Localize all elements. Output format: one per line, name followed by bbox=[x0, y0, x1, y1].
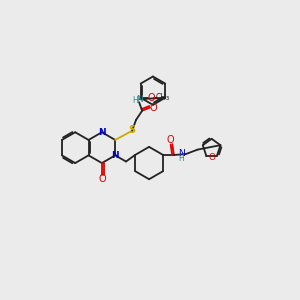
Text: H: H bbox=[179, 154, 184, 163]
Text: H: H bbox=[132, 96, 138, 105]
Text: N: N bbox=[98, 128, 106, 137]
Text: O: O bbox=[98, 174, 106, 184]
Text: O: O bbox=[150, 103, 158, 112]
Text: O: O bbox=[148, 93, 155, 103]
Text: N: N bbox=[111, 151, 119, 160]
Text: N: N bbox=[136, 95, 142, 104]
Text: O: O bbox=[167, 135, 175, 145]
Text: S: S bbox=[129, 125, 136, 135]
Text: CH₃: CH₃ bbox=[155, 93, 169, 102]
Text: O: O bbox=[208, 153, 215, 162]
Text: N: N bbox=[178, 149, 185, 158]
